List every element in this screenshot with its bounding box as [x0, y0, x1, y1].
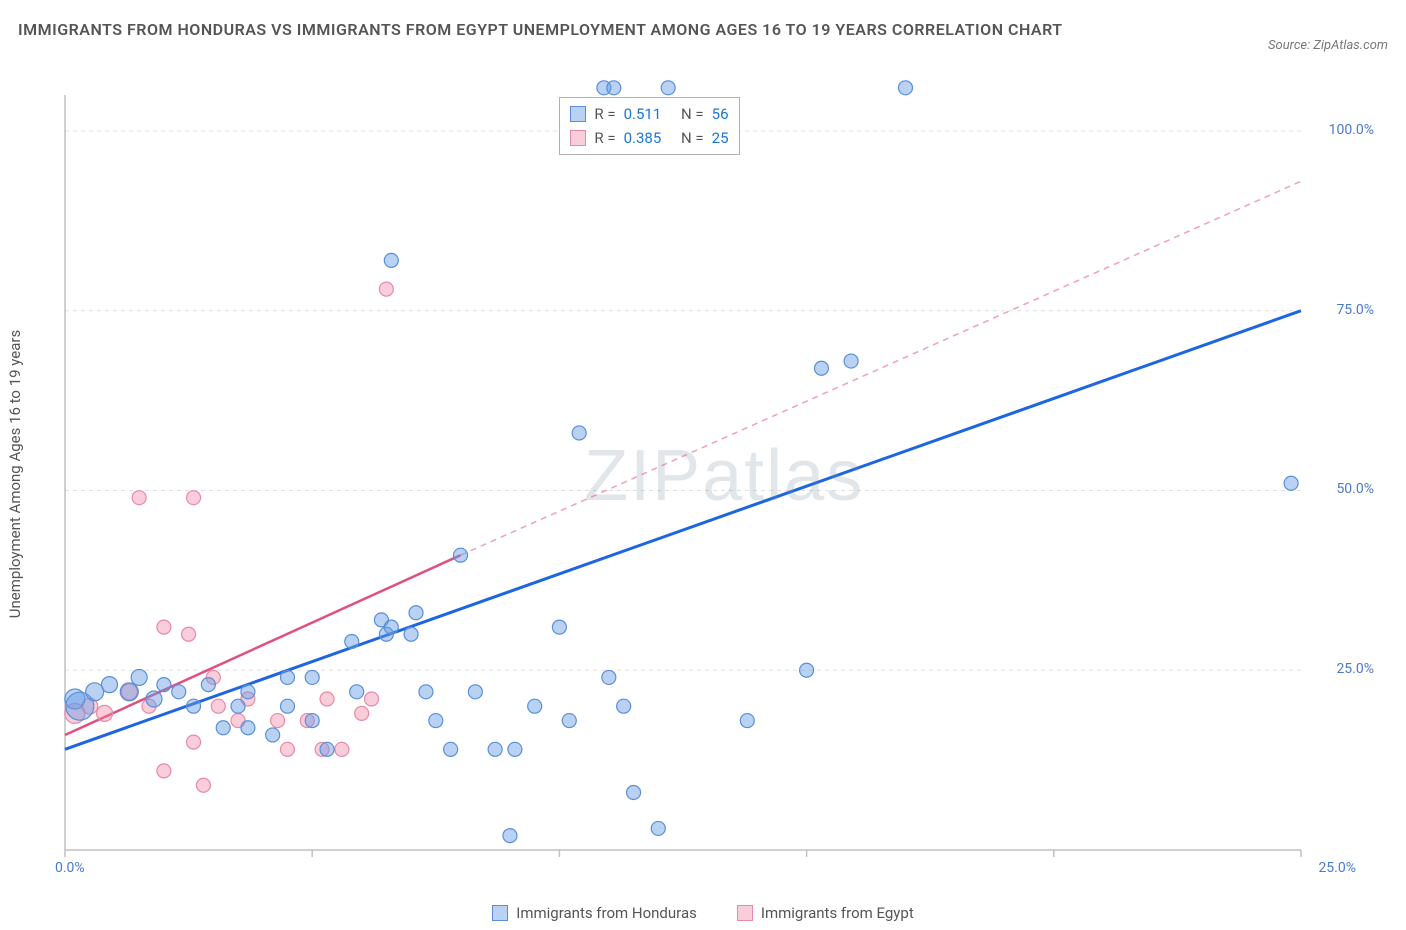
source-attribution: Source: ZipAtlas.com	[1268, 38, 1388, 53]
stats-row-series1: R = 0.511 N = 56	[570, 102, 728, 126]
n-label-1: N =	[681, 102, 704, 126]
scatter-plot-svg	[55, 80, 1376, 880]
x-tick-label: 25.0%	[1318, 860, 1356, 876]
n-value-2: 25	[712, 126, 729, 150]
stats-row-series2: R = 0.385 N = 25	[570, 126, 728, 150]
n-value-1: 56	[712, 102, 729, 126]
legend-item-series2: Immigrants from Egypt	[737, 904, 914, 922]
bottom-legend: Immigrants from Honduras Immigrants from…	[0, 904, 1406, 922]
r-label-1: R =	[594, 102, 615, 126]
y-tick-label: 75.0%	[1336, 302, 1374, 318]
y-tick-label: 25.0%	[1336, 661, 1374, 677]
series2-legend-swatch-icon	[737, 905, 753, 921]
legend-item-series1: Immigrants from Honduras	[492, 904, 697, 922]
legend-label-series2: Immigrants from Egypt	[761, 904, 914, 922]
r-value-2: 0.385	[624, 126, 662, 150]
plot-area: R = 0.511 N = 56 R = 0.385 N = 25 ZIPatl…	[55, 80, 1376, 880]
title-row: IMMIGRANTS FROM HONDURAS VS IMMIGRANTS F…	[18, 18, 1388, 53]
y-tick-label: 50.0%	[1336, 481, 1374, 497]
r-value-1: 0.511	[624, 102, 662, 126]
chart-title: IMMIGRANTS FROM HONDURAS VS IMMIGRANTS F…	[18, 18, 1063, 42]
y-axis-label: Unemployment Among Ages 16 to 19 years	[6, 330, 24, 618]
series1-swatch-icon	[570, 106, 586, 122]
series2-swatch-icon	[570, 130, 586, 146]
legend-label-series1: Immigrants from Honduras	[516, 904, 697, 922]
r-label-2: R =	[594, 126, 615, 150]
series1-legend-swatch-icon	[492, 905, 508, 921]
n-label-2: N =	[681, 126, 704, 150]
correlation-stats-box: R = 0.511 N = 56 R = 0.385 N = 25	[559, 97, 739, 155]
y-tick-label: 100.0%	[1329, 122, 1374, 138]
x-tick-label: 0.0%	[55, 860, 85, 876]
